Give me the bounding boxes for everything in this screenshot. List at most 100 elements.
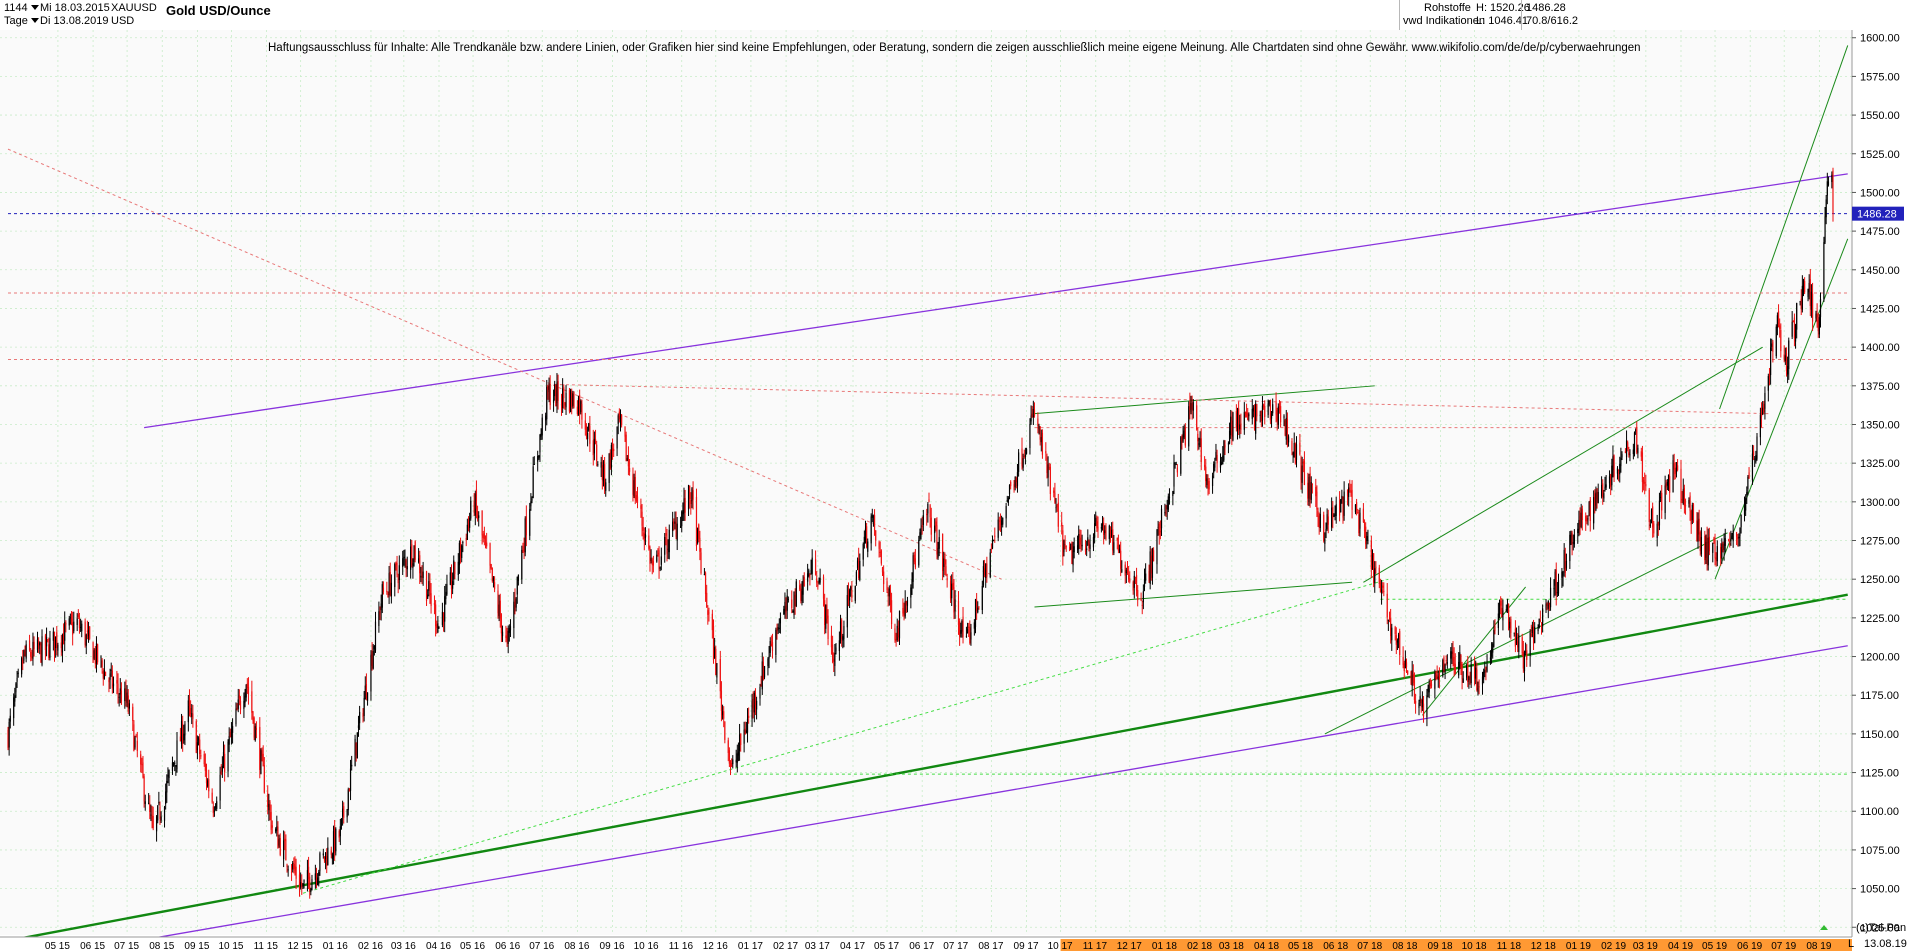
candle-body: [359, 711, 361, 724]
candle-body: [621, 415, 623, 426]
candle-body: [1335, 504, 1337, 517]
candle-body: [454, 562, 456, 574]
candle-body: [1578, 519, 1580, 530]
candle-body: [1053, 490, 1055, 493]
candle-body: [208, 779, 210, 792]
candle-body: [1526, 650, 1528, 660]
candle-body: [613, 448, 615, 452]
x-tick-label: 04 19: [1668, 941, 1693, 952]
candle-body: [800, 588, 802, 601]
candle-body: [224, 753, 226, 772]
candle-body: [625, 434, 627, 461]
candle-body: [497, 590, 499, 614]
candle-body: [1227, 443, 1230, 445]
candle-body: [636, 496, 639, 503]
candle-body: [346, 809, 348, 818]
candle-body: [1132, 581, 1134, 591]
candle-body: [1556, 592, 1558, 594]
candle-body: [1224, 444, 1226, 448]
candle-body: [1151, 549, 1154, 578]
candle-body: [1283, 415, 1285, 419]
y-tick-label: 1075.00: [1860, 845, 1900, 857]
candle-body: [1109, 529, 1112, 534]
candle-body: [152, 815, 154, 829]
candle-body: [1191, 403, 1193, 410]
y-tick-label: 1175.00: [1860, 690, 1899, 702]
candle-body: [1047, 464, 1049, 478]
candle-body: [23, 650, 25, 661]
candle-body: [1196, 405, 1198, 430]
candle-body: [1270, 413, 1273, 419]
candle-body: [997, 519, 999, 538]
candle-body: [1706, 537, 1708, 565]
candle-body: [1238, 408, 1240, 431]
candle-body: [1159, 530, 1161, 533]
candle-body: [1247, 413, 1249, 420]
candle-body: [881, 567, 884, 573]
candle-body: [919, 532, 921, 539]
candle-body: [1561, 571, 1563, 578]
candle-body: [374, 621, 377, 651]
candle-body: [1800, 298, 1802, 309]
candle-body: [824, 600, 826, 626]
candle-body: [1628, 452, 1630, 456]
candle-body: [1588, 501, 1590, 516]
candle-body: [481, 510, 483, 536]
candle-body: [1316, 491, 1318, 510]
candle-body: [1705, 541, 1707, 558]
candle-body: [695, 496, 698, 547]
candle-body: [600, 462, 602, 468]
candle-body: [160, 816, 162, 821]
candle-body: [1358, 514, 1360, 534]
candle-body: [22, 660, 24, 665]
candle-body: [540, 433, 542, 437]
candle-body: [666, 539, 668, 554]
candle-body: [731, 763, 733, 767]
candle-body: [1616, 468, 1619, 474]
candle-body: [1737, 537, 1739, 539]
candle-body: [322, 853, 324, 856]
candle-body: [1826, 181, 1828, 196]
candle-body: [809, 574, 811, 579]
candle-body: [513, 601, 515, 629]
candle-body: [1819, 298, 1822, 318]
chevron-down-icon[interactable]: [30, 18, 39, 24]
candle-body: [172, 762, 175, 766]
candle-body: [1016, 472, 1019, 487]
candle-body: [982, 566, 985, 586]
candle-body: [1268, 400, 1270, 405]
candle-body: [1105, 526, 1107, 539]
candle-body: [1216, 454, 1218, 464]
candle-body: [706, 592, 708, 608]
candle-body: [1807, 288, 1809, 297]
period-selector[interactable]: Tage: [4, 14, 43, 28]
interval-selector[interactable]: 1144: [4, 1, 43, 15]
candle-body: [1642, 480, 1645, 484]
candle-body: [991, 539, 994, 549]
candle-body: [1437, 676, 1439, 680]
candle-body: [373, 645, 375, 650]
candle-body: [1079, 537, 1081, 545]
candle-body: [1357, 512, 1359, 514]
x-tick-label: 08 18: [1392, 941, 1417, 952]
candle-body: [1340, 499, 1342, 513]
candle-body: [938, 537, 940, 549]
candle-body: [191, 713, 193, 717]
candle-body: [515, 598, 517, 608]
candle-body: [1477, 687, 1479, 693]
candle-body: [784, 602, 786, 612]
candle-body: [425, 571, 428, 601]
header-divider: [1521, 0, 1522, 30]
candle-body: [176, 740, 178, 770]
candle-body: [9, 715, 11, 722]
candle-body: [1141, 604, 1143, 606]
chevron-down-icon[interactable]: [30, 5, 39, 11]
candle-body: [1530, 634, 1532, 636]
candle-body: [283, 840, 285, 860]
candle-body: [802, 580, 804, 595]
candle-body: [127, 695, 129, 712]
x-axis: 05 15 06 15 07 15 08 15 09 15 10 15 11 15 12 15…: [0, 925, 1852, 952]
candle-body: [1796, 303, 1798, 330]
candle-body: [1248, 414, 1250, 417]
